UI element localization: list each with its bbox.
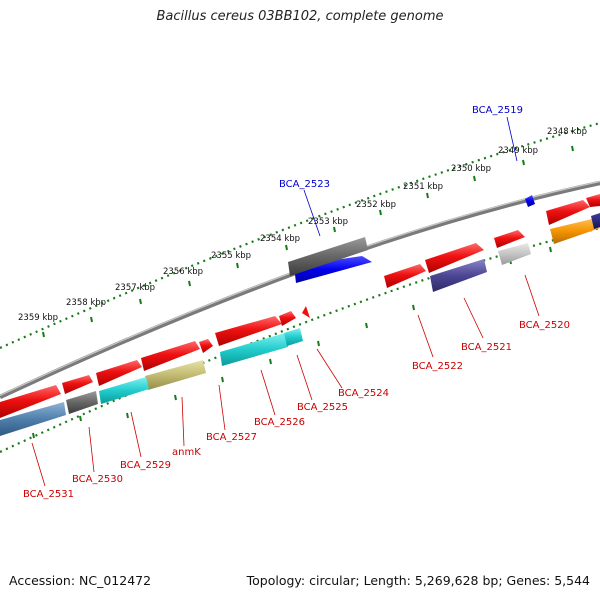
gene-red-2524[interactable] bbox=[302, 306, 310, 318]
gene-label-BCA_2526: BCA_2526 bbox=[254, 417, 305, 428]
gene-red-2530[interactable] bbox=[62, 375, 93, 394]
gene-orange[interactable] bbox=[550, 218, 600, 244]
gene-label-BCA_2519: BCA_2519 bbox=[472, 105, 523, 116]
gene-label-BCA_2530: BCA_2530 bbox=[72, 474, 123, 485]
gene-dark-2530[interactable] bbox=[66, 391, 98, 414]
gene-purple[interactable] bbox=[430, 259, 487, 292]
scale-ticks bbox=[42, 145, 574, 338]
gene-cyan-2[interactable] bbox=[284, 328, 303, 346]
gene-navy[interactable] bbox=[591, 213, 600, 229]
gene-steel-2531[interactable] bbox=[0, 402, 66, 436]
gene-dark-grey-1[interactable] bbox=[288, 237, 368, 276]
gene-label-BCA_2527: BCA_2527 bbox=[206, 432, 257, 443]
forward-genes bbox=[0, 194, 600, 436]
gene-red-right-1[interactable] bbox=[546, 200, 590, 225]
gene-label-anmK: anmK bbox=[172, 447, 201, 458]
label-leaders bbox=[31, 116, 540, 487]
scale-label: 2356 kbp bbox=[163, 267, 203, 277]
gene-label-BCA_2523: BCA_2523 bbox=[279, 179, 330, 190]
gene-label-BCA_2520: BCA_2520 bbox=[519, 320, 570, 331]
scale-label: 2357 kbp bbox=[115, 283, 155, 293]
gene-red-2526[interactable] bbox=[215, 316, 282, 346]
scale-label: 2353 kbp bbox=[308, 217, 348, 227]
gene-label-BCA_2524: BCA_2524 bbox=[338, 388, 389, 399]
gene-label-BCA_2521: BCA_2521 bbox=[461, 342, 512, 353]
gene-label-BCA_2525: BCA_2525 bbox=[297, 402, 348, 413]
gene-red-2521b[interactable] bbox=[425, 243, 484, 273]
gene-light-grey[interactable] bbox=[498, 243, 531, 265]
gene-BCA_2519[interactable] bbox=[525, 195, 535, 207]
gene-red-2529[interactable] bbox=[96, 360, 142, 386]
gene-red-2521[interactable] bbox=[494, 230, 525, 248]
scale-label: 2358 kbp bbox=[66, 298, 106, 308]
gene-BCA_2523[interactable] bbox=[294, 256, 372, 283]
gene-label-BCA_2531: BCA_2531 bbox=[23, 489, 74, 500]
gene-red-2531[interactable] bbox=[0, 385, 61, 418]
scale-label: 2352 kbp bbox=[356, 200, 396, 210]
gene-label-BCA_2522: BCA_2522 bbox=[412, 361, 463, 372]
gene-red-2527[interactable] bbox=[199, 339, 213, 353]
scale-arc bbox=[0, 121, 600, 350]
accession-text: Accession: NC_012472 bbox=[9, 573, 152, 588]
gene-red-anmK[interactable] bbox=[141, 341, 200, 371]
gene-cyan-2529[interactable] bbox=[99, 377, 149, 404]
gene-olive-anmK[interactable] bbox=[145, 360, 206, 390]
scale-label: 2348 kbp bbox=[547, 127, 587, 137]
map-title: Bacillus cereus 03BB102, complete genome bbox=[156, 9, 444, 24]
scale-label: 2351 kbp bbox=[403, 182, 443, 192]
gene-red-2522[interactable] bbox=[384, 264, 426, 288]
scale-label: 2354 kbp bbox=[260, 234, 300, 244]
gene-label-BCA_2529: BCA_2529 bbox=[120, 460, 171, 471]
scale-label: 2350 kbp bbox=[451, 164, 491, 174]
scale-label: 2349 kbp bbox=[498, 146, 538, 156]
scale-label: 2355 kbp bbox=[211, 251, 251, 261]
gene-red-2525[interactable] bbox=[279, 311, 296, 326]
genome-stats-text: Topology: circular; Length: 5,269,628 bp… bbox=[246, 573, 590, 588]
gene-red-right-2[interactable] bbox=[586, 194, 600, 207]
gene-cyan-1[interactable] bbox=[220, 333, 288, 366]
scale-label: 2359 kbp bbox=[18, 313, 58, 323]
